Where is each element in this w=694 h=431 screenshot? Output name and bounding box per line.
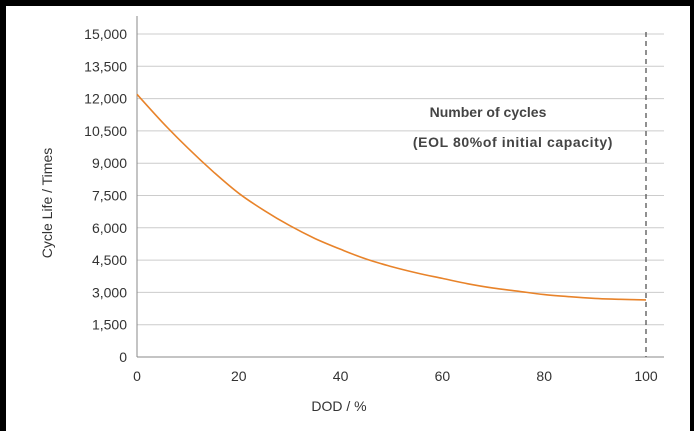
annotation-line-2: (EOL 80%of initial capacity) xyxy=(413,134,613,150)
x-tick-label-4: 80 xyxy=(536,368,552,384)
y-tick-label-5: 7,500 xyxy=(92,188,127,204)
series-line-0 xyxy=(136,93,647,301)
y-tick-label-8: 12,000 xyxy=(84,91,127,107)
y-tick-label-2: 3,000 xyxy=(92,284,127,300)
annotation-line-1: Number of cycles xyxy=(430,104,547,120)
chart-frame: 0 1,500 3,000 4,500 6,000 7,500 9,000 10,500 12,… xyxy=(6,6,690,431)
y-tick-label-6: 9,000 xyxy=(92,155,127,171)
y-tick-label-1: 1,500 xyxy=(92,317,127,333)
y-tick-label-9: 13,500 xyxy=(84,58,127,74)
cycle-life-chart: 0 1,500 3,000 4,500 6,000 7,500 9,000 10,500 12,… xyxy=(39,16,664,414)
y-axis-label: Cycle Life / Times xyxy=(39,148,55,258)
y-tick-label-10: 15,000 xyxy=(84,26,127,42)
y-tick-label-7: 10,500 xyxy=(84,123,127,139)
y-tick-label-0: 0 xyxy=(119,349,127,365)
x-tick-label-0: 0 xyxy=(133,368,141,384)
x-tick-label-3: 60 xyxy=(435,368,451,384)
x-tick-label-2: 40 xyxy=(333,368,349,384)
x-tick-label-5: 100 xyxy=(634,368,658,384)
x-tick-label-1: 20 xyxy=(231,368,247,384)
y-tick-label-4: 6,000 xyxy=(92,220,127,236)
x-axis-label: DOD / % xyxy=(311,398,366,414)
y-tick-label-3: 4,500 xyxy=(92,252,127,268)
